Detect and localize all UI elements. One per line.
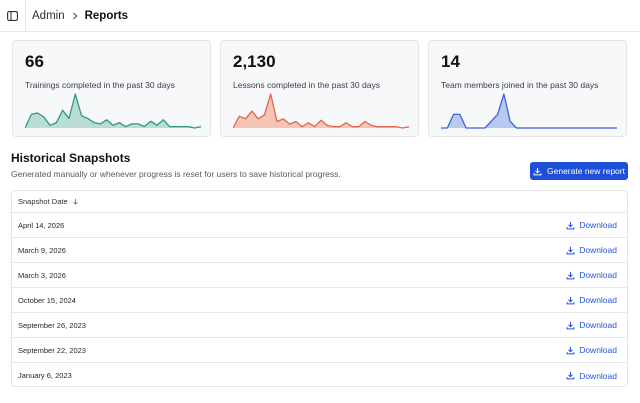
download-label: Download [579,245,617,255]
download-label: Download [579,270,617,280]
stat-label: Team members joined in the past 30 days [441,80,599,90]
download-icon [566,271,575,279]
snapshot-date: September 26, 2023 [18,320,86,330]
download-link[interactable]: Download [566,295,617,305]
snapshot-date: September 22, 2023 [18,345,86,355]
download-label: Download [579,295,617,305]
sparkline-chart [441,93,617,129]
arrow-down-icon [72,198,78,205]
stat-card-trainings: 66 Trainings completed in the past 30 da… [12,40,211,137]
section-title: Historical Snapshots [11,151,131,165]
download-icon [533,167,542,175]
snapshot-date: March 9, 2026 [18,245,66,255]
generate-report-button[interactable]: Generate new report [530,162,628,180]
download-link[interactable]: Download [566,245,617,255]
section-subtitle: Generated manually or whenever progress … [11,169,341,179]
stat-label: Lessons completed in the past 30 days [233,80,380,90]
table-row: September 22, 2023 Download [12,338,627,363]
download-icon [566,221,575,229]
sidebar-toggle-button[interactable] [0,0,26,32]
breadcrumb: Admin Reports [32,10,128,22]
stat-value: 2,130 [233,52,276,71]
sparkline-line [25,93,201,129]
top-bar: Admin Reports [0,0,640,32]
download-label: Download [579,320,617,330]
table-row: April 14, 2026 Download [12,213,627,238]
table-row: January 6, 2023 Download [12,363,627,386]
download-icon [566,346,575,354]
sparkline-line [441,93,617,129]
sparkline-chart [233,93,409,129]
download-link[interactable]: Download [566,270,617,280]
sparkline-area [25,94,201,128]
stat-card-team-members: 14 Team members joined in the past 30 da… [428,40,627,137]
download-icon [566,296,575,304]
sparkline-area [441,94,617,128]
column-header-snapshot-date[interactable]: Snapshot Date [18,197,68,206]
snapshot-date: March 3, 2026 [18,270,66,280]
sparkline-line [233,93,409,129]
snapshot-date: April 14, 2026 [18,220,65,230]
download-link[interactable]: Download [566,220,617,230]
download-link[interactable]: Download [566,320,617,330]
stat-value: 14 [441,52,460,71]
table-header[interactable]: Snapshot Date [12,191,627,213]
stat-value: 66 [25,52,44,71]
generate-report-label: Generate new report [547,166,625,176]
chevron-right-icon [72,12,78,20]
download-label: Download [579,345,617,355]
download-label: Download [579,220,617,230]
table-row: March 9, 2026 Download [12,238,627,263]
table-row: September 26, 2023 Download [12,313,627,338]
download-link[interactable]: Download [566,345,617,355]
stat-label: Trainings completed in the past 30 days [25,80,175,90]
download-icon [566,371,575,380]
stat-card-lessons: 2,130 Lessons completed in the past 30 d… [220,40,419,137]
breadcrumb-reports: Reports [84,9,129,22]
download-icon [566,321,575,329]
snapshot-date: January 6, 2023 [18,371,72,380]
breadcrumb-admin[interactable]: Admin [32,9,65,22]
table-row: March 3, 2026 Download [12,263,627,288]
download-icon [566,246,575,254]
sidebar-toggle-icon [7,10,18,21]
sparkline-area [233,94,409,128]
snapshots-table: Snapshot Date April 14, 2026 Download Marc… [11,190,628,387]
sparkline-chart [25,93,201,129]
download-link[interactable]: Download [566,371,617,381]
download-label: Download [579,370,617,381]
snapshot-date: October 15, 2024 [18,295,76,305]
table-row: October 15, 2024 Download [12,288,627,313]
